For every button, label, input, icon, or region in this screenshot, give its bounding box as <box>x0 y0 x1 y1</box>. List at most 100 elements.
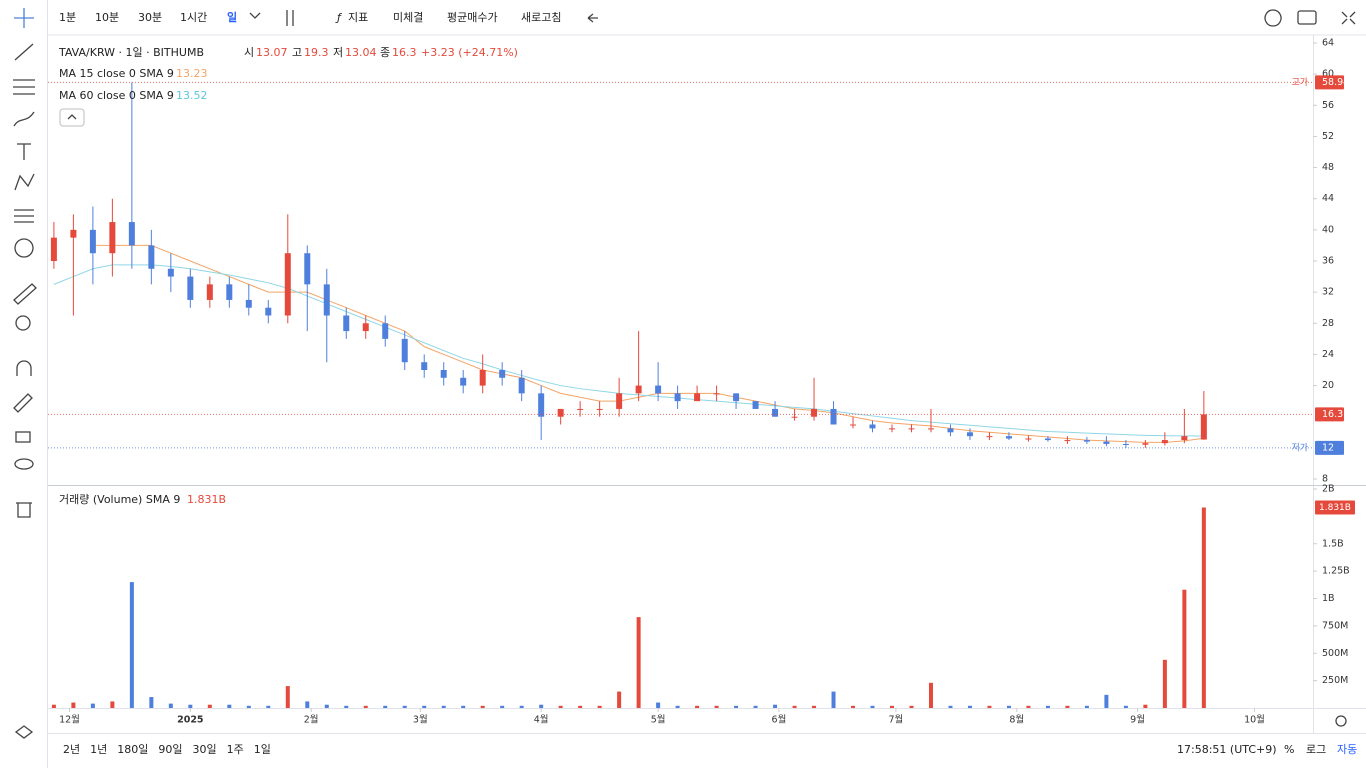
candle-body <box>479 370 486 386</box>
candle-body <box>811 408 818 417</box>
lock-tool[interactable] <box>15 431 31 443</box>
ruler-tool[interactable] <box>13 283 37 305</box>
ma-legend: MA 60 close 0 SMA 9 <box>59 89 174 102</box>
chart-type-button[interactable] <box>286 10 294 26</box>
range-button[interactable]: 1년 <box>90 743 107 756</box>
collapse-legend[interactable] <box>59 108 85 127</box>
high-value: 58.94 <box>1322 77 1349 88</box>
fullscreen-button[interactable] <box>1341 11 1356 25</box>
interval-button[interactable]: 1분 <box>59 11 76 24</box>
candle-body <box>908 428 915 430</box>
interval-dropdown[interactable] <box>249 12 261 19</box>
brush-tool[interactable] <box>13 111 35 127</box>
indicators-button[interactable]: 지표 <box>348 11 368 24</box>
candle-body <box>382 323 389 339</box>
candle-body <box>889 428 895 430</box>
volume-bar <box>617 691 622 708</box>
toolbar-button[interactable]: 미체결 <box>393 11 423 24</box>
volume-bar <box>1026 705 1031 708</box>
y-tick-label: 36 <box>1322 256 1334 267</box>
volume-bar <box>753 705 758 708</box>
auto-scale-settings[interactable] <box>1335 715 1347 727</box>
candle-body <box>538 393 545 417</box>
pattern-tool[interactable] <box>14 173 35 191</box>
left-toolbar <box>13 8 1356 739</box>
interval-button[interactable]: 1시간 <box>180 11 207 24</box>
y-tick-label: 40 <box>1322 224 1334 235</box>
range-button[interactable]: 30일 <box>193 742 217 756</box>
forecast-tool[interactable] <box>14 209 34 223</box>
volume-bar <box>51 704 56 708</box>
undo-button[interactable] <box>587 13 598 23</box>
candle-body <box>304 253 311 285</box>
interval-button[interactable]: 일 <box>227 10 237 24</box>
volume-bar <box>480 705 485 708</box>
delete-tool[interactable] <box>16 502 32 518</box>
toolbar-button[interactable]: 평균매수가 <box>447 11 498 24</box>
zoom-tool[interactable] <box>15 315 31 331</box>
volume-bar <box>714 705 719 708</box>
volume-bar <box>1104 694 1109 708</box>
change: +3.23 (+24.71%) <box>421 46 518 59</box>
candle-body <box>401 338 408 363</box>
y-tick-label: 32 <box>1322 287 1334 298</box>
volume-legend: 거래량 (Volume) SMA 9 <box>59 493 180 506</box>
lock-draw-tool[interactable] <box>13 393 33 413</box>
volume-bar <box>812 705 817 708</box>
range-button[interactable]: 1일 <box>254 742 271 756</box>
log-toggle[interactable]: 로그 <box>1306 743 1326 756</box>
candle-body <box>869 424 876 429</box>
v-tick-label: 2B <box>1322 484 1335 495</box>
y-tick-label: 8 <box>1322 474 1328 485</box>
crosshair-tool[interactable] <box>14 8 34 28</box>
auto-toggle[interactable]: 자동 <box>1337 743 1357 756</box>
volume-bar <box>363 705 368 708</box>
candle-body <box>616 393 623 409</box>
low-value: 12 <box>1322 442 1334 453</box>
volume-bar <box>831 691 836 708</box>
ohlc-value: 13.07 <box>256 46 288 59</box>
x-tick-label: 2025 <box>177 715 203 726</box>
line-tool[interactable] <box>14 43 34 61</box>
volume-bar <box>695 705 700 708</box>
candle-body <box>850 424 857 426</box>
clock: 17:58:51 (UTC+9) <box>1177 743 1277 756</box>
candle-body <box>343 315 350 332</box>
ma-line <box>53 264 1204 437</box>
candle-body <box>421 362 428 370</box>
range-button[interactable]: 90일 <box>158 742 182 756</box>
snapshot-button[interactable] <box>1297 10 1317 25</box>
candle-body <box>596 408 603 410</box>
volume-bar <box>1045 705 1050 708</box>
volume-tag-value: 1.831B <box>1319 503 1351 513</box>
range-button[interactable]: 2년 <box>63 743 80 756</box>
candle-body <box>557 408 564 417</box>
candle-body <box>89 229 96 254</box>
fib-tool[interactable] <box>13 79 35 95</box>
candle-body <box>128 222 135 246</box>
magnet-tool[interactable] <box>16 360 32 376</box>
interval-button[interactable]: 10분 <box>95 11 119 24</box>
volume-bar <box>909 705 914 708</box>
candle-body <box>674 393 681 402</box>
x-tick-label: 9월 <box>1130 714 1145 726</box>
volume-bar <box>500 705 505 708</box>
candle-body <box>986 436 993 438</box>
layers-tool[interactable] <box>14 725 34 739</box>
visibility-tool[interactable] <box>14 458 34 470</box>
volume-bar <box>402 705 407 708</box>
range-button[interactable]: 180일 <box>117 742 148 756</box>
plot: 8 20 24 28 32 36 40 44 48 52 56 60 64 250M 500M 750M 1B 1… <box>48 38 1355 726</box>
x-tick-label: 4월 <box>534 714 549 726</box>
candle-body <box>1083 440 1090 442</box>
range-button[interactable]: 1주 <box>227 743 244 756</box>
text-tool[interactable] <box>17 143 31 160</box>
emoji-tool[interactable] <box>14 238 34 258</box>
percent-toggle[interactable]: % <box>1284 743 1294 756</box>
settings-button[interactable] <box>1264 9 1282 27</box>
interval-button[interactable]: 30분 <box>138 11 162 24</box>
toolbar-button[interactable]: 새로고침 <box>521 11 561 24</box>
y-tick-label: 44 <box>1322 193 1334 204</box>
v-tick-label: 750M <box>1322 620 1348 631</box>
